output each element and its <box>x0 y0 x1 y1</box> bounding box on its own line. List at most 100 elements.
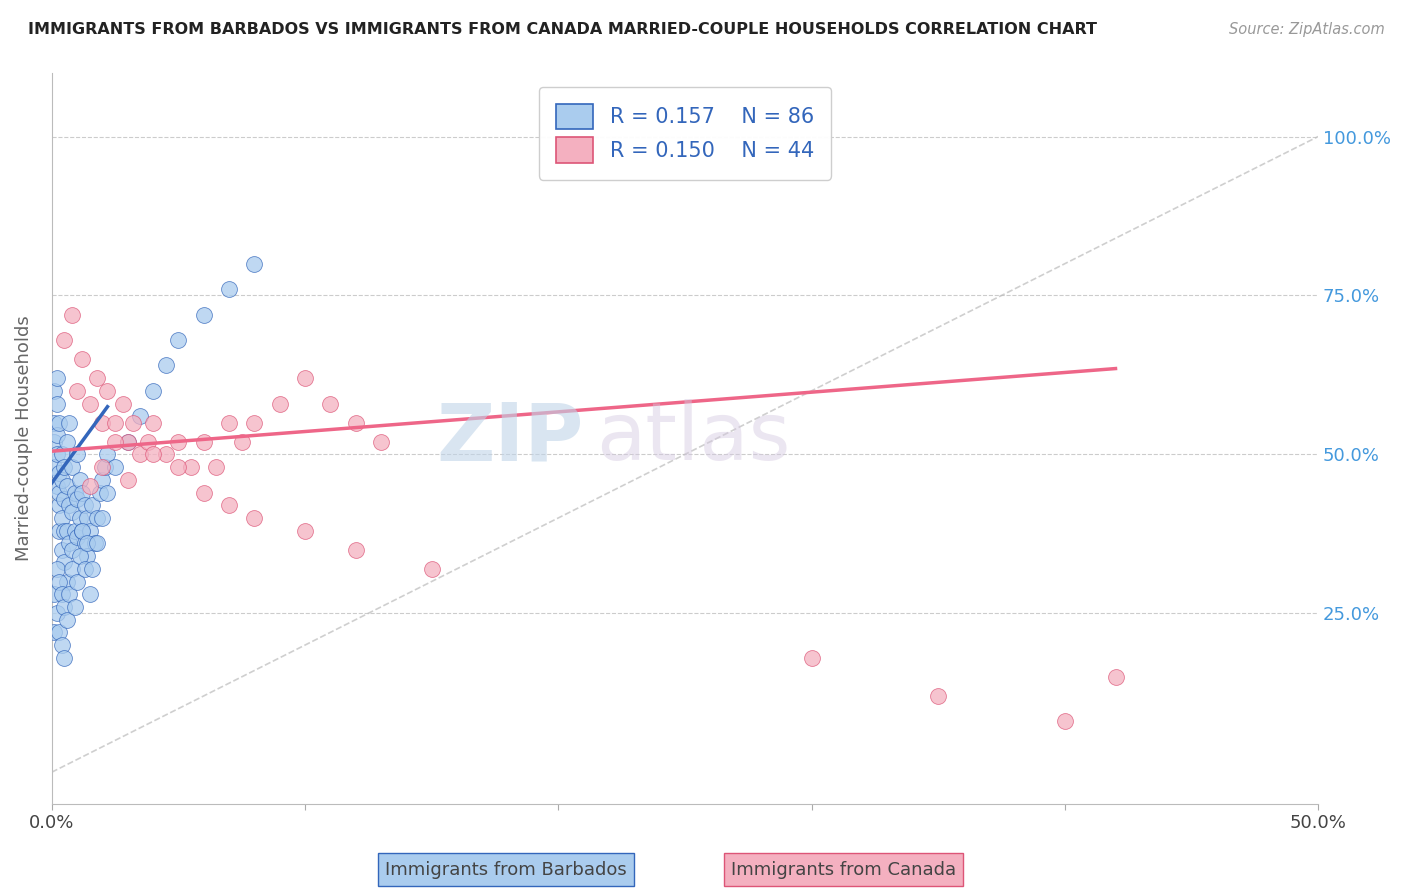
Point <box>45 479 67 493</box>
Point <box>96 384 118 398</box>
Point <box>193 434 215 449</box>
Point <box>319 396 342 410</box>
Point <box>205 460 228 475</box>
Text: atlas: atlas <box>596 400 790 477</box>
Point <box>167 333 190 347</box>
Point <box>218 416 240 430</box>
Legend: R = 0.157    N = 86, R = 0.150    N = 44: R = 0.157 N = 86, R = 0.150 N = 44 <box>538 87 831 179</box>
Point <box>269 396 291 410</box>
Point <box>73 498 96 512</box>
Point <box>243 257 266 271</box>
Point <box>76 511 98 525</box>
Point <box>60 562 83 576</box>
Point <box>56 613 79 627</box>
Y-axis label: Married-couple Households: Married-couple Households <box>15 316 32 561</box>
Point <box>53 650 76 665</box>
Point <box>231 434 253 449</box>
Point <box>70 524 93 538</box>
Point <box>51 587 73 601</box>
Point <box>142 384 165 398</box>
Point <box>86 371 108 385</box>
Point <box>91 511 114 525</box>
Point <box>51 511 73 525</box>
Point <box>53 333 76 347</box>
Point <box>44 460 66 475</box>
Point <box>69 473 91 487</box>
Point <box>56 434 79 449</box>
Point <box>800 650 823 665</box>
Point <box>1104 670 1126 684</box>
Point <box>243 416 266 430</box>
Point <box>155 447 177 461</box>
Point <box>73 562 96 576</box>
Point <box>294 371 316 385</box>
Text: Immigrants from Barbados: Immigrants from Barbados <box>385 861 627 879</box>
Point <box>155 359 177 373</box>
Point <box>344 416 367 430</box>
Point <box>45 447 67 461</box>
Point <box>79 396 101 410</box>
Point <box>82 498 104 512</box>
Point <box>60 542 83 557</box>
Point <box>121 416 143 430</box>
Point <box>76 549 98 563</box>
Point <box>48 498 70 512</box>
Point <box>76 536 98 550</box>
Point <box>136 434 159 449</box>
Point <box>117 434 139 449</box>
Point <box>58 536 80 550</box>
Point <box>91 416 114 430</box>
Point <box>294 524 316 538</box>
Point <box>180 460 202 475</box>
Point <box>66 384 89 398</box>
Point <box>86 511 108 525</box>
Point <box>51 542 73 557</box>
Point <box>63 599 86 614</box>
Point <box>73 536 96 550</box>
Point <box>63 524 86 538</box>
Text: IMMIGRANTS FROM BARBADOS VS IMMIGRANTS FROM CANADA MARRIED-COUPLE HOUSEHOLDS COR: IMMIGRANTS FROM BARBADOS VS IMMIGRANTS F… <box>28 22 1097 37</box>
Point <box>56 574 79 589</box>
Point <box>79 524 101 538</box>
Point <box>117 434 139 449</box>
Point <box>69 511 91 525</box>
Point <box>66 530 89 544</box>
Point <box>53 524 76 538</box>
Point <box>218 282 240 296</box>
Point <box>167 460 190 475</box>
Point <box>51 638 73 652</box>
Point <box>58 416 80 430</box>
Point <box>58 498 80 512</box>
Point <box>48 467 70 481</box>
Point <box>53 491 76 506</box>
Point <box>45 371 67 385</box>
Point <box>45 428 67 442</box>
Point <box>60 308 83 322</box>
Point <box>45 562 67 576</box>
Point <box>70 524 93 538</box>
Point <box>94 460 117 475</box>
Point <box>60 460 83 475</box>
Point <box>86 536 108 550</box>
Point <box>927 689 949 703</box>
Point <box>370 434 392 449</box>
Point <box>69 549 91 563</box>
Point <box>48 574 70 589</box>
Point <box>66 491 89 506</box>
Point <box>53 556 76 570</box>
Point <box>56 524 79 538</box>
Point <box>344 542 367 557</box>
Point <box>104 416 127 430</box>
Point <box>96 485 118 500</box>
Point <box>45 607 67 621</box>
Point <box>48 416 70 430</box>
Point <box>51 447 73 461</box>
Point <box>63 485 86 500</box>
Point <box>44 416 66 430</box>
Point <box>66 447 89 461</box>
Text: ZIP: ZIP <box>436 400 583 477</box>
Point <box>44 587 66 601</box>
Point <box>44 434 66 449</box>
Point <box>51 473 73 487</box>
Text: Source: ZipAtlas.com: Source: ZipAtlas.com <box>1229 22 1385 37</box>
